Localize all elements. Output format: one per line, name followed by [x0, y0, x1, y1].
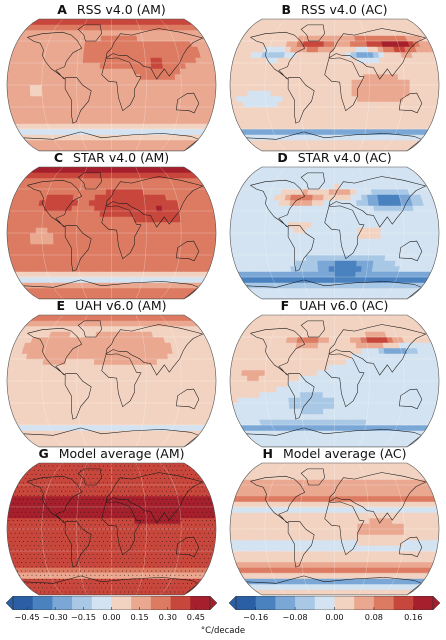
colorbar-tick-label: 0.30	[158, 612, 177, 622]
field-cells	[230, 167, 439, 299]
panel-title: D STAR v4.0 (AC)	[277, 150, 392, 165]
graticule	[7, 315, 216, 447]
coastlines	[23, 320, 204, 447]
colorbar-swatch	[354, 596, 375, 610]
colorbar-tick-label: −0.45	[14, 612, 40, 622]
panel-h: H Model average (AC)	[223, 444, 446, 600]
map-rss-am	[6, 18, 217, 152]
colorbar-tick-label: 0.15	[130, 612, 149, 622]
panel-title: A RSS v4.0 (AM)	[57, 2, 166, 17]
colorbar-swatch	[72, 596, 93, 610]
colorbar-ac	[229, 596, 440, 610]
map-border	[6, 314, 217, 448]
colorbar-am-ticks: −0.45 −0.30 −0.15 0.00 0.15 0.30 0.45	[6, 612, 217, 624]
panel-title: F UAH v6.0 (AC)	[280, 298, 389, 313]
colorbar-swatch	[413, 596, 434, 610]
map-border	[229, 166, 440, 300]
field-cells	[230, 19, 439, 151]
coastlines	[23, 172, 204, 299]
map-border	[229, 462, 440, 596]
colorbar-min-arrow	[229, 596, 237, 610]
colorbar-swatch	[190, 596, 211, 610]
colorbar-am	[6, 596, 217, 610]
colorbar-tick-label: −0.16	[243, 612, 269, 622]
coastlines	[246, 468, 427, 595]
coastlines	[23, 468, 204, 595]
map-model-am	[6, 462, 217, 596]
panel-c: C STAR v4.0 (AM)	[0, 148, 223, 304]
colorbar-tick-label: 0.00	[325, 612, 344, 622]
graticule	[7, 19, 216, 151]
colorbar-tick-label: −0.30	[42, 612, 68, 622]
map-uah-am	[6, 314, 217, 448]
colorbar-tick-label: −0.15	[70, 612, 96, 622]
colorbar-swatch	[170, 596, 191, 610]
colorbar-swatch	[52, 596, 73, 610]
colorbar-tick-label: 0.00	[102, 612, 121, 622]
map-uah-ac	[229, 314, 440, 448]
panel-g: G Model average (AM)	[0, 444, 223, 600]
map-star-am	[6, 166, 217, 300]
panel-a: A RSS v4.0 (AM)	[0, 0, 223, 156]
colorbar-tick-label: −0.08	[282, 612, 308, 622]
field-cells	[7, 167, 216, 299]
map-border	[229, 18, 440, 152]
map-border	[6, 462, 217, 596]
colorbar-max-arrow	[432, 596, 440, 610]
colorbar-swatch	[393, 596, 414, 610]
colorbar-swatch	[13, 596, 33, 610]
map-border	[229, 314, 440, 448]
panel-title: E UAH v6.0 (AM)	[56, 298, 167, 313]
colorbar-swatch	[373, 596, 394, 610]
coastlines	[246, 320, 427, 447]
panel-title: H Model average (AC)	[262, 446, 407, 461]
panel-title: B RSS v4.0 (AC)	[281, 2, 388, 17]
map-model-ac	[229, 462, 440, 596]
map-star-ac	[229, 166, 440, 300]
colorbar-ac-ticks: −0.16 −0.08 0.00 0.08 0.16	[229, 612, 440, 624]
colorbar-min-arrow	[6, 596, 14, 610]
coastlines	[246, 24, 427, 151]
colorbar-swatch	[32, 596, 53, 610]
colorbar-swatch	[275, 596, 296, 610]
colorbar-swatch	[314, 596, 335, 610]
panel-title: C STAR v4.0 (AM)	[53, 150, 170, 165]
map-rss-ac	[229, 18, 440, 152]
coastlines	[246, 172, 427, 299]
colorbar-swatch	[150, 596, 171, 610]
panel-f: F UAH v6.0 (AC)	[223, 296, 446, 452]
colorbar-tick-label: 0.45	[186, 612, 206, 622]
panel-title: G Model average (AM)	[38, 446, 185, 461]
coastlines	[23, 24, 204, 151]
unit-label: °C/decade	[200, 626, 246, 636]
colorbar-swatch	[236, 596, 256, 610]
panel-d: D STAR v4.0 (AC)	[223, 148, 446, 304]
colorbar-swatch	[334, 596, 355, 610]
map-border	[6, 18, 217, 152]
colorbar-swatch	[131, 596, 152, 610]
map-border	[6, 166, 217, 300]
colorbar-swatch	[111, 596, 132, 610]
colorbar-tick-label: 0.16	[404, 612, 423, 622]
field-cells	[230, 463, 439, 595]
colorbar-tick-label: 0.08	[364, 612, 384, 622]
graticule	[7, 167, 216, 299]
colorbar-swatch	[91, 596, 112, 610]
colorbar-swatch	[295, 596, 316, 610]
colorbar-max-arrow	[209, 596, 217, 610]
panel-b: B RSS v4.0 (AC)	[223, 0, 446, 156]
colorbar-swatch	[255, 596, 276, 610]
panel-e: E UAH v6.0 (AM)	[0, 296, 223, 452]
graticule	[230, 315, 439, 447]
